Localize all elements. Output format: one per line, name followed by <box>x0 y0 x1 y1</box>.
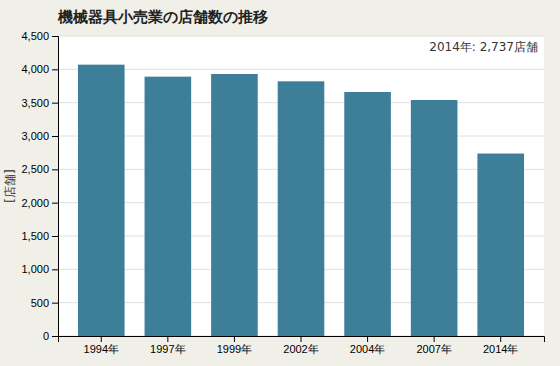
tick-label: 1,500 <box>21 230 49 242</box>
plot-background <box>58 36 544 336</box>
y-axis-label: [店舗] <box>3 169 17 202</box>
bar <box>411 100 458 336</box>
bar <box>211 74 258 336</box>
tick-label: 1994年 <box>84 343 119 355</box>
tick-label: 2014年 <box>483 343 518 355</box>
y-tick: 1,000 <box>21 263 58 275</box>
tick-mark <box>52 336 58 337</box>
y-tick: 4,500 <box>21 30 58 42</box>
tick-mark <box>234 336 235 342</box>
tick-mark <box>52 203 58 204</box>
plot: 0 500 1,000 1,500 2,000 2,500 3,000 3,500 4,000 4… <box>21 30 544 355</box>
tick-label: 2004年 <box>350 343 385 355</box>
tick-mark <box>301 336 302 342</box>
grid-line <box>58 69 544 70</box>
tick-label: 2002年 <box>283 343 318 355</box>
tick-mark <box>500 336 501 342</box>
tick-label: 1997年 <box>150 343 185 355</box>
tick-label: 2,500 <box>21 163 49 175</box>
tick-mark <box>52 169 58 170</box>
chart-svg: 0 500 1,000 1,500 2,000 2,500 3,000 3,500 4,000 4… <box>0 0 560 366</box>
x-tick: 1994年 <box>84 336 119 355</box>
x-tick: 1999年 <box>217 336 252 355</box>
tick-mark <box>52 236 58 237</box>
tick-label: 2,000 <box>21 197 49 209</box>
background <box>0 0 560 366</box>
y-tick: 1,500 <box>21 230 58 242</box>
bar <box>78 65 125 336</box>
annotation: 2014年: 2,737店舗 <box>429 40 538 54</box>
y-tick: 0 <box>43 330 58 342</box>
tick-mark <box>52 69 58 70</box>
y-tick: 3,000 <box>21 130 58 142</box>
grid-line <box>58 36 544 37</box>
bar <box>145 77 192 336</box>
tick-label: 3,500 <box>21 97 49 109</box>
y-tick: 4,000 <box>21 63 58 75</box>
x-axis: 1994年 1997年 1999年 2002年 2004年 2007年 2014年 <box>59 336 545 355</box>
tick-mark <box>52 103 58 104</box>
y-axis: 0 500 1,000 1,500 2,000 2,500 3,000 3,500 4,000 4… <box>21 30 58 342</box>
x-tick: 2002年 <box>283 336 318 355</box>
x-tick: 2014年 <box>483 336 518 355</box>
x-tick: 1997年 <box>150 336 185 355</box>
tick-mark <box>367 336 368 342</box>
tick-mark <box>101 336 102 342</box>
tick-mark <box>167 336 168 342</box>
title: 機械器具小売業の店舗数の推移 <box>57 8 268 26</box>
tick-mark <box>434 336 435 342</box>
y-tick: 500 <box>31 297 58 309</box>
tick-mark <box>52 269 58 270</box>
bar <box>477 154 524 336</box>
tick-label: 0 <box>43 330 49 342</box>
tick-label: 500 <box>31 297 49 309</box>
axis-line <box>59 337 545 343</box>
tick-label: 2007年 <box>416 343 451 355</box>
y-tick: 3,500 <box>21 97 58 109</box>
tick-label: 3,000 <box>21 130 49 142</box>
axis-line <box>52 37 59 337</box>
bar <box>278 81 325 336</box>
tick-label: 4,000 <box>21 63 49 75</box>
tick-mark <box>52 136 58 137</box>
tick-label: 1999年 <box>217 343 252 355</box>
tick-mark <box>52 36 58 37</box>
y-tick: 2,000 <box>21 197 58 209</box>
tick-label: 1,000 <box>21 263 49 275</box>
x-tick: 2007年 <box>416 336 451 355</box>
bar <box>344 92 391 336</box>
x-tick: 2004年 <box>350 336 385 355</box>
bars <box>78 65 524 336</box>
y-tick: 2,500 <box>21 163 58 175</box>
tick-mark <box>52 303 58 304</box>
grid <box>58 36 544 336</box>
tick-label: 4,500 <box>21 30 49 42</box>
